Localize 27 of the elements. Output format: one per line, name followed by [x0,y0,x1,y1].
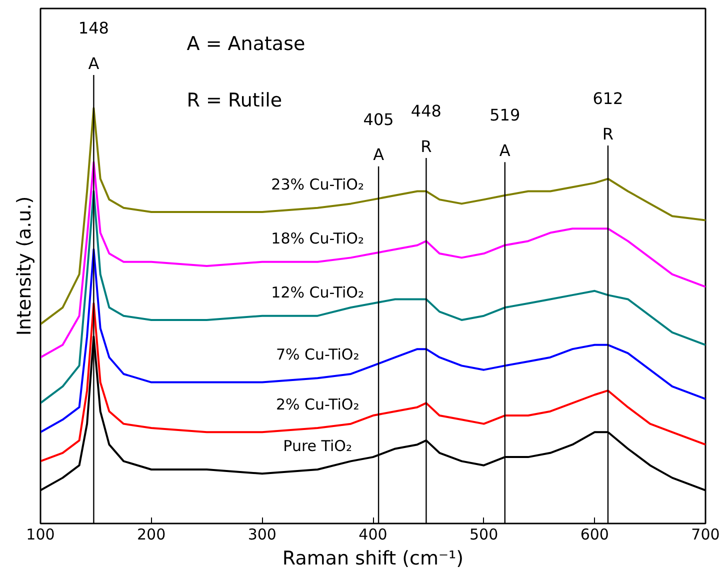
text: 612 [592,89,624,108]
ref-line-label: A [499,141,510,160]
x-tick-label: 500 [470,526,498,544]
annotation: 448 [410,101,442,120]
series-label: 18% Cu-TiO₂ [271,229,364,248]
ref-line-label: R [420,136,432,156]
annotation: 519 [490,106,520,125]
x-tick-label: 200 [137,526,166,544]
x-tick-label: 700 [691,526,720,544]
y-axis-title: Intensity (a.u.) [14,196,36,336]
series-label: 12% Cu-TiO₂ [271,283,364,302]
series-label: 23% Cu-TiO₂ [271,175,364,194]
x-axis-title: Raman shift (cm⁻¹) [282,548,464,570]
series-label: 7% Cu-TiO₂ [276,346,360,364]
series-label: Pure TiO₂ [283,436,352,455]
x-tick-label: 100 [26,526,55,544]
ref-line-label: A [88,54,100,73]
text: A = Anatase [186,32,306,55]
x-tick-label: 600 [580,526,609,544]
x-tick-label: 400 [358,526,388,544]
ref-line-label: R [602,124,614,144]
annotation: R = Rutile [186,90,282,112]
x-tick-label: 300 [248,526,276,544]
series-label: 2% Cu-TiO₂ [276,395,360,414]
annotation: 405 [363,110,394,129]
ref-line-label: A [373,145,384,164]
text: 148 [78,18,109,38]
